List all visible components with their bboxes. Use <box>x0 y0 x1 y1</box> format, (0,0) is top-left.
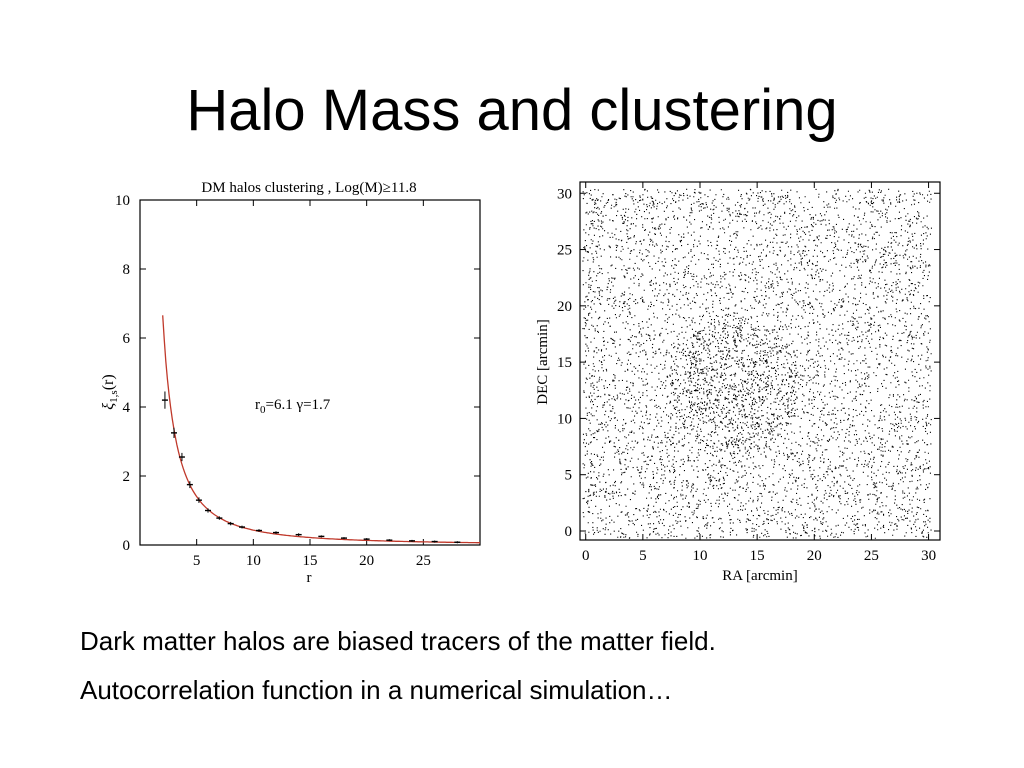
y-tick-label: 2 <box>123 469 131 485</box>
x-axis-ticks: 5 10 15 20 25 <box>193 200 431 569</box>
x-tick-label: 15 <box>303 553 318 569</box>
y-tick-label: 15 <box>557 355 572 371</box>
x-axis-label: r <box>307 570 312 586</box>
plot-frame <box>139 199 481 546</box>
x-tick-label: 15 <box>750 548 765 564</box>
chart-title: DM halos clustering , Log(M)≥11.8 <box>201 180 416 196</box>
y-axis-ticks: 0 5 10 15 20 25 30 <box>557 186 940 540</box>
x-tick-label: 20 <box>807 548 822 564</box>
x-tick-label: 5 <box>193 553 201 569</box>
halo-positions-chart: 0 5 10 15 20 25 30 0 5 10 15 20 25 30 RA [arcmin] DE… <box>535 181 941 584</box>
y-axis-ticks: 0 2 4 6 8 10 <box>115 193 480 554</box>
x-tick-label: 5 <box>639 548 647 564</box>
y-tick-label: 20 <box>557 299 572 315</box>
x-axis-ticks: 0 5 10 15 20 25 30 <box>582 182 936 564</box>
plot-frame <box>579 181 941 541</box>
x-tick-label: 10 <box>693 548 708 564</box>
x-tick-label: 0 <box>582 548 590 564</box>
y-axis-label: ξ1,s(r) <box>100 374 120 409</box>
y-axis-label: DEC [arcmin] <box>535 319 551 404</box>
x-tick-label: 25 <box>416 553 431 569</box>
y-tick-label: 4 <box>123 400 131 416</box>
x-tick-label: 25 <box>864 548 879 564</box>
halo-point-cloud <box>582 188 932 539</box>
caption-line-2: Autocorrelation function in a numerical … <box>80 675 673 705</box>
caption-line-1: Dark matter halos are biased tracers of … <box>80 626 716 656</box>
y-tick-label: 10 <box>557 411 572 427</box>
halo-points <box>582 188 932 539</box>
clustering-chart: DM halos clustering , Log(M)≥11.8 0 2 4 6 8 1… <box>100 180 481 586</box>
x-tick-label: 30 <box>921 548 936 564</box>
y-tick-label: 25 <box>557 243 572 259</box>
x-tick-label: 20 <box>359 553 374 569</box>
y-tick-label: 8 <box>123 262 131 278</box>
y-tick-label: 0 <box>565 524 573 540</box>
fit-annotation: r0=6.1 γ=1.7 <box>255 397 331 416</box>
x-axis-label: RA [arcmin] <box>722 568 797 584</box>
y-tick-label: 5 <box>565 468 573 484</box>
power-law-fit-line <box>162 315 480 544</box>
y-tick-label: 6 <box>123 331 131 347</box>
y-tick-label: 0 <box>123 538 131 554</box>
data-points <box>161 391 461 544</box>
y-tick-label: 10 <box>115 193 130 209</box>
x-tick-label: 10 <box>246 553 261 569</box>
slide-title: Halo Mass and clustering <box>186 78 838 143</box>
y-tick-label: 30 <box>557 186 572 202</box>
